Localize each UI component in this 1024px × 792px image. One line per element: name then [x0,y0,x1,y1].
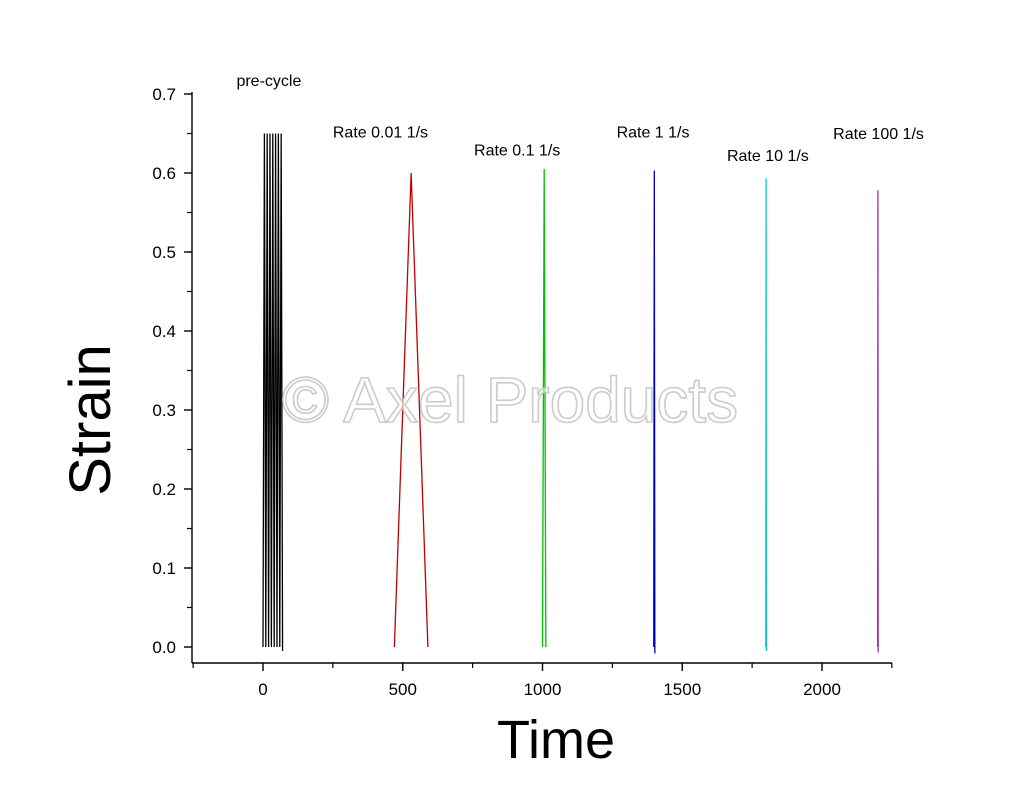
axes: 0.0 0.1 0.2 0.3 0.4 0.5 0.6 0.7 0 500 1000 1500 2000 [152,85,893,699]
annotation-4: Rate 10 1/s [727,148,809,165]
series-line-1 [393,172,429,648]
x-tick-label: 0 [258,680,267,699]
annotation-3: Rate 1 1/s [617,124,690,141]
y-tick-label: 0.0 [152,638,176,657]
x-tick-label: 2000 [803,680,841,699]
annotations: pre-cycle Rate 0.01 1/s Rate 0.1 1/s Rate 1… [236,73,923,165]
annotation-5: Rate 100 1/s [833,126,924,143]
series-line-3 [653,170,656,654]
series-line-0 [262,133,284,651]
x-tick-label: 500 [389,680,417,699]
annotation-1: Rate 0.01 1/s [333,124,428,141]
y-tick-label: 0.4 [152,322,176,341]
y-tick-label: 0.3 [152,401,176,420]
series-layer [262,133,879,654]
series-line-2 [541,169,547,648]
y-tick-label: 0.5 [152,243,176,262]
y-tick-label: 0.7 [152,85,176,104]
x-axis-title: Time [497,710,615,770]
x-tick-label: 1500 [663,680,701,699]
y-tick-label: 0.6 [152,164,176,183]
series-line-5 [876,190,879,653]
series-line-4 [765,178,768,651]
y-tick-label: 0.2 [152,480,176,499]
annotation-0: pre-cycle [236,73,301,90]
annotation-2: Rate 0.1 1/s [474,143,560,160]
y-tick-label: 0.1 [152,559,176,578]
y-axis-title: Strain [58,344,123,496]
x-tick-label: 1000 [524,680,562,699]
watermark-text: © Axel Products [282,364,738,436]
